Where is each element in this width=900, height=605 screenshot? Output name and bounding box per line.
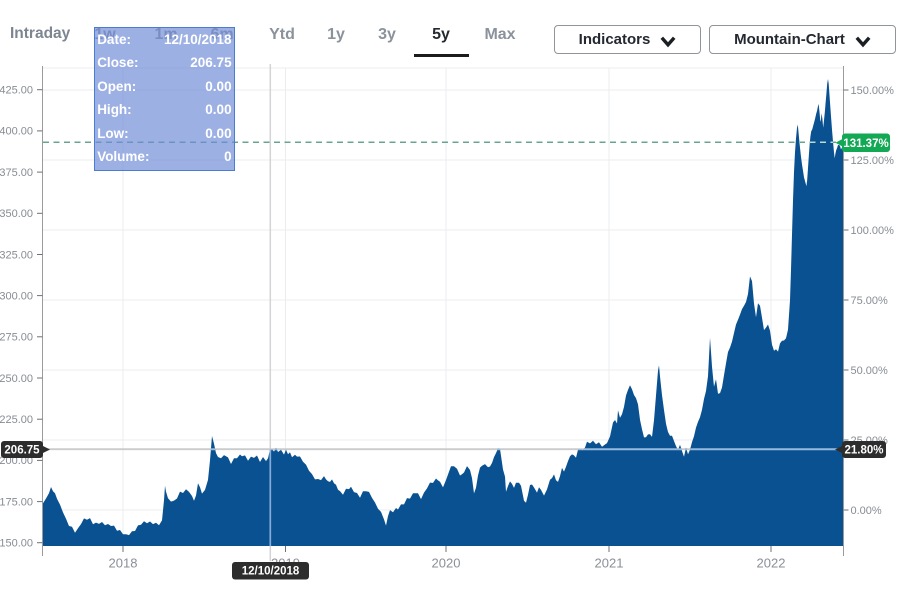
svg-text:200.00: 200.00 [0, 455, 33, 467]
svg-text:125.00%: 125.00% [851, 155, 895, 167]
svg-text:75.00%: 75.00% [851, 295, 889, 307]
svg-text:12/10/2018: 12/10/2018 [242, 566, 300, 578]
svg-text:275.00: 275.00 [0, 332, 33, 344]
svg-text:2018: 2018 [109, 556, 138, 571]
svg-text:131.37%: 131.37% [843, 138, 888, 150]
svg-text:50.00%: 50.00% [851, 365, 889, 377]
svg-text:375.00: 375.00 [0, 167, 33, 179]
svg-text:425.00: 425.00 [0, 85, 33, 97]
svg-text:400.00: 400.00 [0, 126, 33, 138]
svg-text:250.00: 250.00 [0, 373, 33, 385]
svg-text:325.00: 325.00 [0, 249, 33, 261]
svg-text:2021: 2021 [595, 556, 624, 571]
svg-text:175.00: 175.00 [0, 496, 33, 508]
svg-text:0.00%: 0.00% [851, 505, 882, 517]
svg-text:2020: 2020 [432, 556, 461, 571]
svg-text:206.75: 206.75 [4, 445, 40, 457]
svg-text:300.00: 300.00 [0, 290, 33, 302]
svg-text:225.00: 225.00 [0, 414, 33, 426]
svg-text:150.00: 150.00 [0, 538, 33, 550]
svg-text:150.00%: 150.00% [851, 85, 895, 97]
svg-text:2022: 2022 [757, 556, 786, 571]
svg-text:350.00: 350.00 [0, 208, 33, 220]
svg-text:21.80%: 21.80% [844, 445, 883, 457]
svg-text:100.00%: 100.00% [851, 225, 895, 237]
